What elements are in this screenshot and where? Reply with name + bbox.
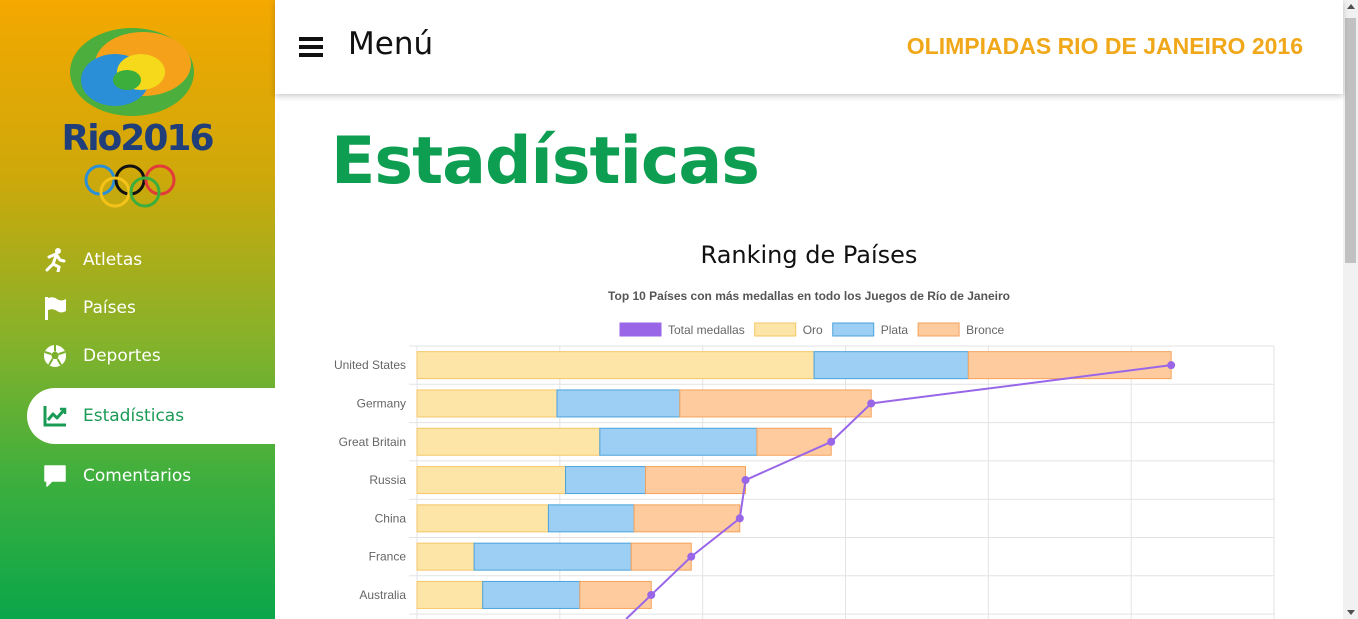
y-tick-label: Australia [359,588,406,602]
bar-plata [547,504,635,533]
bar-oro [416,389,558,418]
y-tick-label: Great Britain [339,435,406,449]
legend-label: Plata [881,323,909,337]
legend-label: Oro [803,323,823,337]
bar-plata [482,580,581,609]
bar-oro [416,542,475,571]
runner-icon [42,247,68,273]
top-bar: Menú OLIMPIADAS RIO DE JANEIRO 2016 [275,0,1343,94]
sidebar-item-label: Comentarios [83,466,192,486]
menu-label[interactable]: Menú [348,26,434,62]
bar-plata [473,542,632,571]
bar-bronce [579,580,652,609]
sidebar-item-deportes[interactable]: Deportes [0,332,275,380]
total-medallas-line [625,364,1172,619]
page-title: Estadísticas [331,124,760,199]
legend-label: Bronce [966,323,1004,337]
sidebar-nav: Atletas Países Deportes Estadísticas Com… [0,236,275,500]
bar-bronce [633,504,741,533]
hamburger-menu-icon[interactable] [299,37,323,57]
scroll-up-arrow-icon[interactable] [1347,4,1355,9]
total-medallas-point [687,552,696,561]
chart-title: Top 10 Países con más medallas en todo l… [608,289,1010,303]
total-medallas-point [741,476,750,485]
y-tick-label: France [369,550,407,564]
scroll-thumb[interactable] [1345,18,1356,263]
bar-oro [416,580,484,609]
sidebar-item-comentarios[interactable]: Comentarios [0,452,275,500]
flag-icon [42,295,68,321]
bar-oro [416,466,567,495]
total-medallas-point [647,590,656,599]
comment-icon [42,463,68,489]
sidebar-item-atletas[interactable]: Atletas [0,236,275,284]
bar-plata [556,389,681,418]
sidebar-item-estadisticas[interactable]: Estadísticas [27,388,275,444]
legend-swatch [619,322,662,337]
chart-line-icon [42,403,68,429]
logo-wordmark: Rio2016 [62,118,214,159]
total-medallas-point [867,399,876,408]
legend-swatch [754,322,797,337]
total-medallas-point [827,437,836,446]
total-medallas-point [1167,361,1176,370]
bar-oro [416,351,815,380]
sidebar-item-paises[interactable]: Países [0,284,275,332]
sidebar-item-label: Estadísticas [83,406,185,426]
y-tick-label: Germany [357,396,406,410]
sidebar-item-label: Deportes [83,346,161,366]
legend-swatch [917,322,960,337]
total-medallas-point [735,514,744,523]
bar-bronce [967,351,1172,380]
site-title: OLIMPIADAS RIO DE JANEIRO 2016 [906,33,1303,59]
sidebar-item-label: Atletas [83,250,143,270]
bar-plata [565,466,647,495]
bar-bronce [756,427,832,456]
bar-oro [416,427,601,456]
bar-plata [599,427,758,456]
bar-plata [813,351,969,380]
soccer-ball-icon [42,343,68,369]
scroll-down-arrow-icon[interactable] [1347,610,1355,615]
legend-swatch [832,322,875,337]
chart-heading: Ranking de Países [700,241,918,269]
vertical-scrollbar[interactable] [1343,0,1358,619]
y-tick-label: China [375,511,407,525]
sidebar: Rio2016 Atletas Países Deportes [0,0,275,619]
rio2016-logo: Rio2016 [62,28,215,208]
legend-label: Total medallas [668,323,745,337]
y-tick-label: United States [334,358,406,372]
y-tick-label: Russia [369,473,406,487]
bar-bronce [645,466,747,495]
bar-bronce [679,389,872,418]
bar-oro [416,504,549,533]
sidebar-item-label: Países [83,298,136,318]
